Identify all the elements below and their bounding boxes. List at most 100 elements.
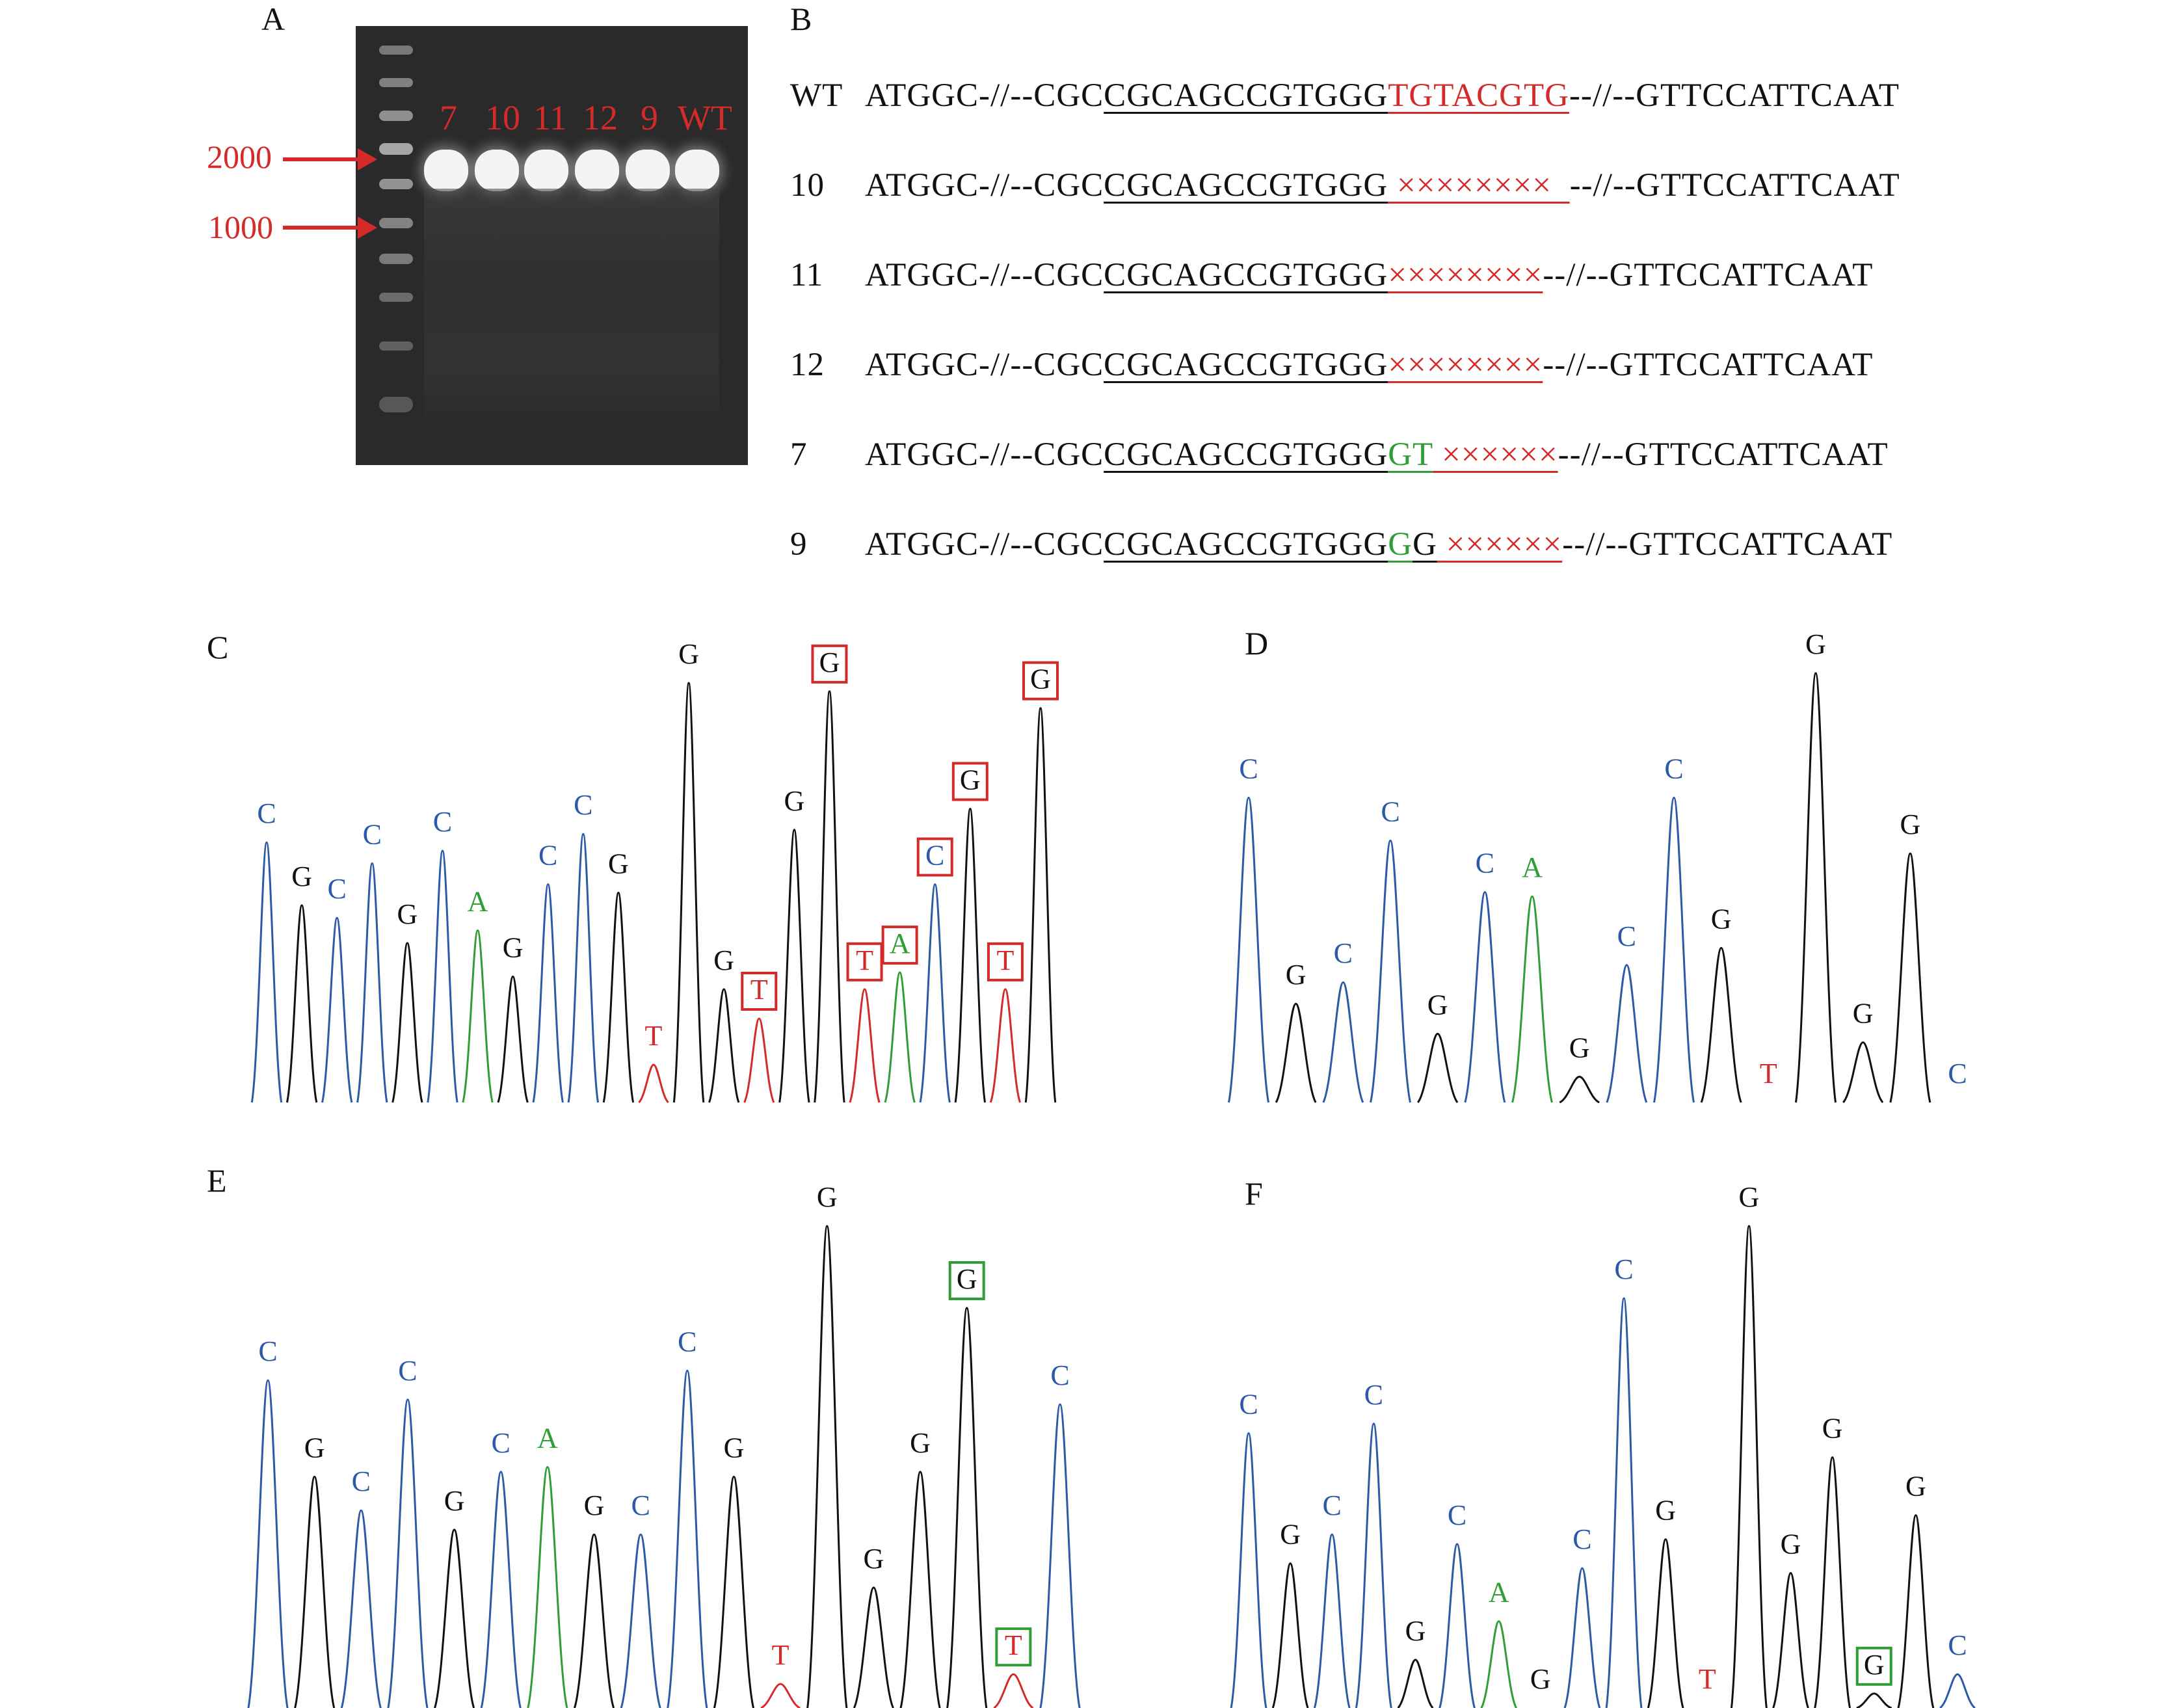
base-call-label: T: [772, 1639, 789, 1671]
marker-arrows: [283, 148, 377, 239]
marker-1000-label: 1000: [208, 209, 273, 245]
peak-g: G: [951, 762, 988, 1103]
peak-g: G: [1397, 1615, 1434, 1708]
panel-label-c: C: [207, 629, 229, 665]
peak-g: G: [1530, 1663, 1551, 1695]
peak-g: G: [1772, 1528, 1809, 1708]
peak-trace: [954, 807, 987, 1103]
peak-trace: [1511, 895, 1553, 1103]
peak-a: A: [1511, 851, 1553, 1103]
peak-trace: [993, 1673, 1034, 1708]
peak-trace: [760, 1683, 801, 1708]
peak-c: C: [1370, 795, 1411, 1103]
peak-c: C: [567, 789, 600, 1103]
base-call-label: G: [1280, 1519, 1301, 1551]
seq-id: 9: [790, 526, 808, 563]
peak-trace: [919, 883, 951, 1103]
peak-trace: [1772, 1572, 1809, 1708]
peak-g: G: [672, 638, 705, 1103]
base-call-label: C: [1948, 1629, 1967, 1661]
base-call-label: G: [864, 1543, 884, 1575]
gel-image: [356, 26, 748, 465]
peak-c: C: [387, 1355, 429, 1708]
peak-trace: [1464, 891, 1506, 1103]
base-call-label: C: [1948, 1058, 1967, 1089]
base-call-label: C: [925, 840, 944, 872]
seq-suffix: --//--GTTCCATTCAAT: [1562, 526, 1893, 563]
peak-trace: [1856, 1692, 1892, 1708]
band-lane-11: [524, 150, 568, 191]
seq-deletion: ××××××: [1437, 526, 1563, 563]
base-call-label: G: [1530, 1663, 1551, 1695]
peak-trace: [1275, 1002, 1317, 1103]
peak-trace: [853, 1586, 894, 1708]
base-call-label: C: [1323, 1489, 1342, 1521]
peak-trace: [849, 988, 881, 1103]
peak-g: G: [708, 944, 740, 1103]
base-call-label: G: [724, 1432, 745, 1463]
base-call-label: G: [910, 1427, 931, 1459]
peak-trace: [574, 1533, 615, 1708]
peak-trace: [1794, 672, 1837, 1103]
peak-g: G: [1889, 808, 1931, 1103]
base-call-label: C: [1239, 753, 1258, 784]
peak-c: C: [1228, 753, 1269, 1103]
peak-a: A: [1480, 1577, 1517, 1708]
base-call-label: G: [1427, 989, 1448, 1021]
peak-trace: [899, 1471, 941, 1708]
seq-target: CGCAGCCGTGGG: [1104, 526, 1388, 563]
base-call-label: G: [1405, 1615, 1426, 1647]
base-call-label: C: [1239, 1389, 1258, 1421]
base-call-label: C: [1476, 847, 1494, 879]
peak-trace: [1024, 707, 1057, 1103]
base-call-label: C: [398, 1355, 417, 1387]
peak-trace: [1842, 1041, 1884, 1104]
seq-wt-region: TGTACGTG: [1388, 77, 1569, 114]
seq-suffix: --//--GTTCCATTCAAT: [1569, 77, 1900, 114]
peak-trace: [1814, 1456, 1851, 1708]
seq-id: 11: [790, 257, 824, 293]
base-call-label: T: [645, 1020, 663, 1052]
base-call-label: C: [1617, 920, 1636, 952]
peak-trace: [1355, 1422, 1392, 1708]
peak-t: T: [987, 942, 1024, 1103]
peak-trace: [1939, 1673, 1976, 1708]
peak-trace: [602, 891, 635, 1103]
base-call-label: G: [678, 638, 699, 670]
seq-suffix: --//--GTTCCATTCAAT: [1558, 436, 1889, 473]
peak-g: G: [285, 861, 318, 1103]
peak-trace: [1647, 1538, 1684, 1708]
seq-deletion: ××××××××: [1388, 347, 1543, 383]
peak-trace: [1039, 1403, 1081, 1708]
seq-insertion-2: G: [1413, 526, 1437, 563]
seq-target: CGCAGCCGTGGG: [1104, 436, 1388, 473]
peak-trace: [1416, 1032, 1459, 1103]
peak-trace: [1730, 1225, 1768, 1708]
base-call-label: C: [258, 1335, 277, 1367]
seq-target: CGCAGCCGTGGG: [1104, 167, 1388, 204]
peak-trace: [713, 1475, 755, 1708]
highlight-box: [741, 972, 778, 1011]
peak-t: T: [1760, 1058, 1777, 1089]
peak-g: G: [1275, 959, 1317, 1103]
seq-prefix: ATGGC-//--CGC: [865, 77, 1104, 114]
peak-c: C: [1563, 1523, 1601, 1708]
peak-t: T: [1699, 1663, 1716, 1695]
base-call-label: T: [856, 944, 873, 976]
seq-id: 10: [790, 167, 825, 204]
seq-row-wt: WT ATGGC-//--CGCCGCAGCCGTGGGTGTACGTG--//-…: [790, 77, 1900, 114]
highlight-box: [951, 762, 988, 801]
peak-trace: [1653, 796, 1695, 1103]
peak-trace: [340, 1509, 382, 1708]
seq-insertion: G: [1388, 526, 1413, 563]
base-call-label: G: [1822, 1413, 1843, 1445]
peak-c: C: [1355, 1379, 1392, 1708]
lane-label-10: 10: [485, 98, 520, 137]
peak-trace: [1370, 839, 1411, 1103]
base-call-label: C: [363, 818, 382, 850]
base-call-label: T: [750, 974, 768, 1006]
seq-prefix: ATGGC-//--CGC: [865, 436, 1104, 473]
base-call-label: C: [1364, 1379, 1383, 1411]
peak-trace: [1439, 1543, 1476, 1708]
